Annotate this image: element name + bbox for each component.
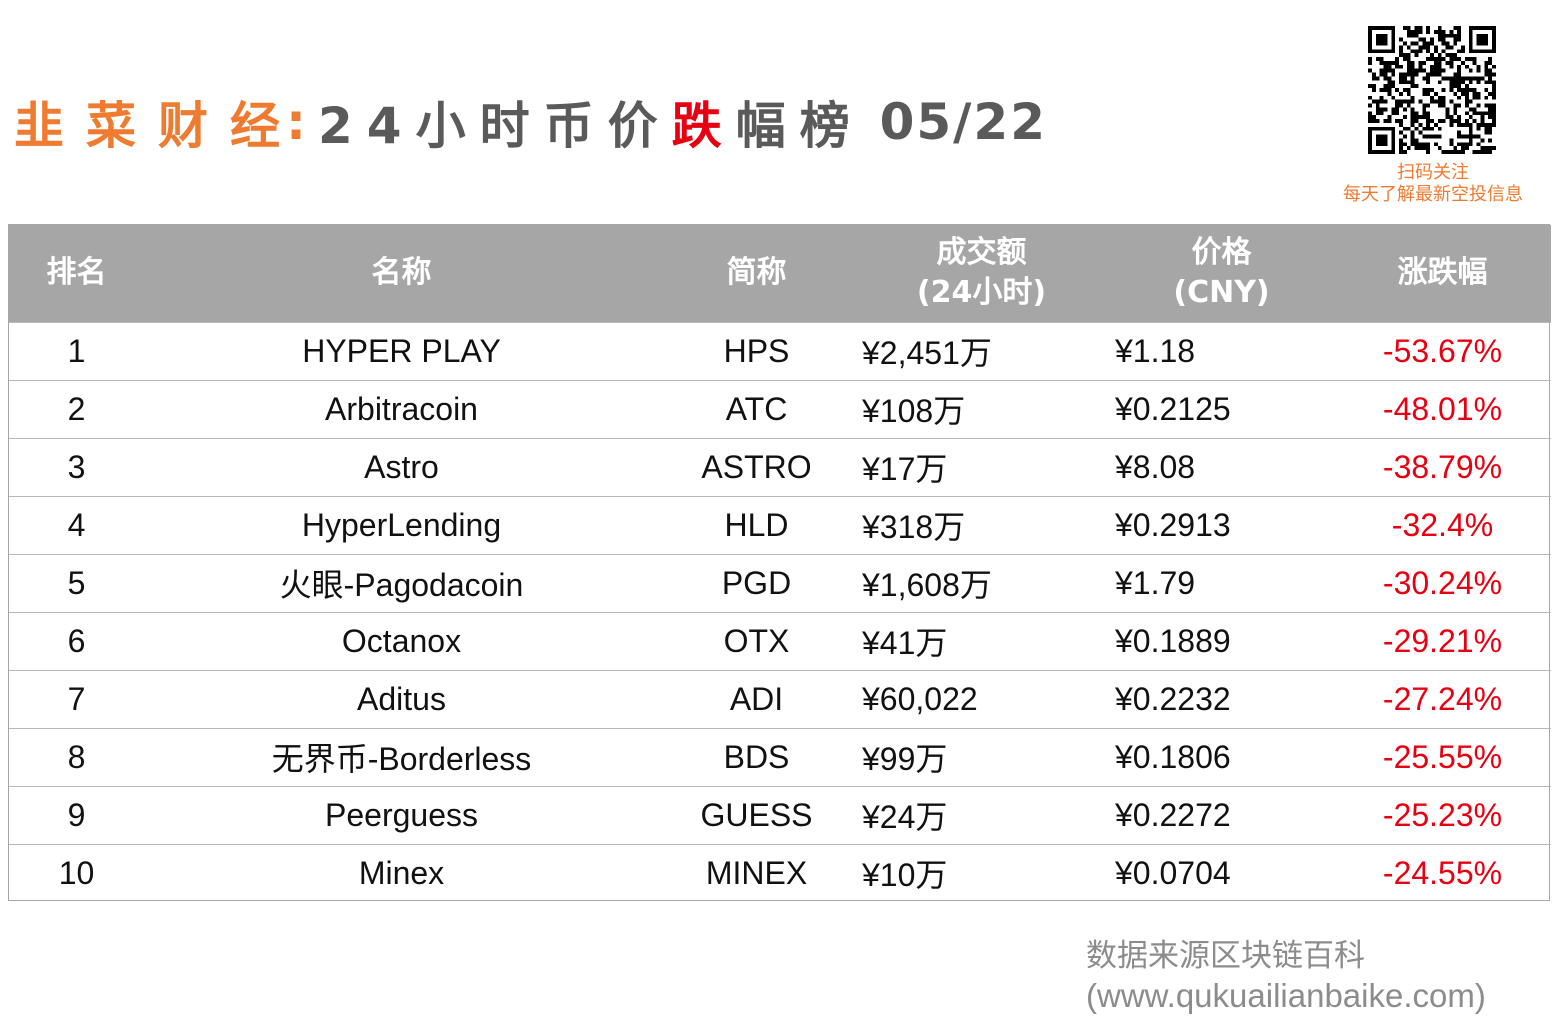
symbol-cell: PGD — [721, 564, 792, 601]
table-row: 9 Peerguess GUESS ¥24万 ¥0.2272 -25.23% — [9, 786, 1551, 844]
rank-cell: 4 — [67, 506, 86, 543]
header-symbol: 简称 — [726, 255, 787, 291]
symbol-cell: GUESS — [700, 796, 813, 833]
header-price: 价格 (CNY) — [1173, 235, 1270, 311]
change-cell: -25.55% — [1382, 738, 1503, 775]
change-cell: -48.01% — [1382, 390, 1503, 427]
table-header-row: 排名 名称 简称 成交额 (24小时) 价格 (CNY) 涨跌幅 — [9, 225, 1551, 322]
price-cell: ¥1.18 — [1115, 332, 1196, 369]
rank-cell: 10 — [58, 854, 95, 891]
rank-cell: 3 — [67, 448, 86, 485]
symbol-cell: OTX — [723, 622, 790, 659]
price-cell: ¥0.2272 — [1115, 796, 1231, 833]
volume-cell: ¥318万 — [862, 509, 966, 545]
header-name: 名称 — [371, 255, 432, 291]
volume-cell: ¥99万 — [862, 741, 948, 777]
change-cell: -32.4% — [1391, 506, 1494, 543]
name-cell: Octanox — [341, 622, 462, 659]
change-cell: -53.67% — [1382, 332, 1503, 369]
table-row: 6 Octanox OTX ¥41万 ¥0.1889 -29.21% — [9, 612, 1551, 670]
symbol-cell: HPS — [723, 332, 790, 369]
table-row: 7 Aditus ADI ¥60,022 ¥0.2232 -27.24% — [9, 670, 1551, 728]
table-row: 5 火眼-Pagodacoin PGD ¥1,608万 ¥1.79 -30.24% — [9, 554, 1551, 612]
name-cell: Arbitracoin — [325, 390, 478, 427]
symbol-cell: ATC — [725, 390, 788, 427]
price-cell: ¥8.08 — [1115, 448, 1196, 485]
name-cell: Peerguess — [325, 796, 478, 833]
table-row: 4 HyperLending HLD ¥318万 ¥0.2913 -32.4% — [9, 496, 1551, 554]
volume-cell: ¥1,608万 — [862, 567, 992, 603]
title-tail: 幅榜 — [735, 97, 864, 155]
volume-cell: ¥24万 — [862, 799, 948, 835]
volume-cell: ¥108万 — [862, 393, 966, 429]
change-cell: -38.79% — [1382, 448, 1503, 485]
name-cell: HYPER PLAY — [302, 332, 501, 369]
header-rank: 排名 — [46, 255, 107, 291]
change-cell: -29.21% — [1382, 622, 1503, 659]
name-cell: Aditus — [357, 680, 446, 717]
change-cell: -30.24% — [1382, 564, 1503, 601]
symbol-cell: HLD — [724, 506, 789, 543]
table-row: 2 Arbitracoin ATC ¥108万 ¥0.2125 -48.01% — [9, 380, 1551, 438]
volume-cell: ¥2,451万 — [862, 335, 992, 371]
volume-cell: ¥41万 — [862, 625, 948, 661]
symbol-cell: ASTRO — [701, 448, 812, 485]
table-row: 8 无界币-Borderless BDS ¥99万 ¥0.1806 -25.55% — [9, 728, 1551, 786]
header-volume: 成交额 (24小时) — [916, 235, 1047, 311]
name-cell: Astro — [364, 448, 439, 485]
volume-cell: ¥17万 — [862, 451, 948, 487]
price-cell: ¥0.2232 — [1115, 680, 1231, 717]
price-cell: ¥1.79 — [1115, 564, 1196, 601]
data-source-note: 数据来源区块链百科 (www.qukuailianbaike.com) — [1086, 936, 1486, 1016]
source-url: (www.qukuailianbaike.com) — [1086, 977, 1486, 1014]
volume-cell: ¥60,022 — [862, 680, 978, 717]
change-cell: -27.24% — [1382, 680, 1503, 717]
brand-name: 韭菜财经 — [14, 97, 302, 155]
qr-caption-line1: 扫码关注 — [1397, 162, 1469, 183]
title-date: 05/22 — [879, 93, 1048, 151]
qr-caption-line2: 每天了解最新空投信息 — [1343, 184, 1523, 205]
title-fall-word: 跌 — [671, 97, 736, 155]
change-cell: -24.55% — [1382, 854, 1503, 891]
change-cell: -25.23% — [1382, 796, 1503, 833]
symbol-cell: ADI — [729, 680, 784, 717]
price-cell: ¥0.0704 — [1115, 854, 1231, 891]
price-cell: ¥0.1806 — [1115, 738, 1231, 775]
ranking-table: 排名 名称 简称 成交额 (24小时) 价格 (CNY) 涨跌幅 1 HYPER … — [8, 224, 1551, 902]
rank-cell: 7 — [67, 680, 86, 717]
source-line1: 数据来源区块链百科 — [1086, 938, 1365, 974]
header-change: 涨跌幅 — [1397, 255, 1488, 291]
rank-cell: 5 — [67, 564, 86, 601]
price-cell: ¥0.2125 — [1115, 390, 1231, 427]
rank-cell: 1 — [67, 332, 86, 369]
symbol-cell: BDS — [723, 738, 790, 775]
page-title: 韭菜财经 : 24小时币价 跌 幅榜 05/22 — [14, 84, 1047, 160]
name-cell: 无界币-Borderless — [271, 741, 532, 777]
price-cell: ¥0.1889 — [1115, 622, 1231, 659]
table-row: 10 Minex MINEX ¥10万 ¥0.0704 -24.55% — [9, 844, 1551, 902]
volume-cell: ¥10万 — [862, 857, 948, 894]
table-row: 3 Astro ASTRO ¥17万 ¥8.08 -38.79% — [9, 438, 1551, 496]
title-colon: : — [286, 93, 306, 151]
rank-cell: 2 — [67, 390, 86, 427]
price-cell: ¥0.2913 — [1115, 506, 1231, 543]
rank-cell: 6 — [67, 622, 86, 659]
rank-cell: 9 — [67, 796, 86, 833]
table-row: 1 HYPER PLAY HPS ¥2,451万 ¥1.18 -53.67% — [9, 322, 1551, 380]
title-lead: 24小时币价 — [318, 97, 672, 155]
qr-caption: 扫码关注 每天了解最新空投信息 — [1320, 162, 1546, 206]
rank-cell: 8 — [67, 738, 86, 775]
symbol-cell: MINEX — [705, 854, 808, 891]
name-cell: 火眼-Pagodacoin — [279, 567, 524, 603]
name-cell: HyperLending — [301, 506, 502, 543]
qr-code-icon[interactable] — [1368, 26, 1496, 154]
name-cell: Minex — [358, 854, 445, 891]
